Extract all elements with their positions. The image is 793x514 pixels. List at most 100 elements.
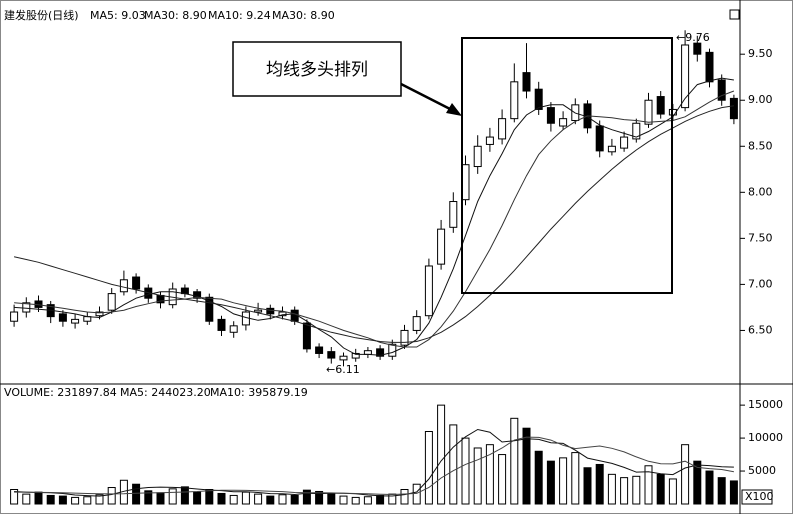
volume-bar xyxy=(10,489,19,505)
candle-body xyxy=(278,311,287,317)
y-tick-label: 8.50 xyxy=(748,139,773,152)
volume-bar xyxy=(485,444,494,505)
arrow-head xyxy=(446,103,462,116)
volume-bar xyxy=(315,490,324,505)
volume-bar xyxy=(180,486,189,505)
ma-line xyxy=(14,436,734,496)
volume-bar xyxy=(107,487,116,505)
volume-bar xyxy=(34,491,43,505)
candle-body xyxy=(327,351,336,359)
unit-box xyxy=(741,489,773,505)
legend-entry: MA5: 244023.20 xyxy=(120,386,211,399)
candle-body xyxy=(315,346,324,354)
volume-bar xyxy=(559,457,568,505)
volume-bar xyxy=(620,477,629,505)
candle-body xyxy=(620,136,629,149)
volume-bar xyxy=(95,494,104,505)
candle-body xyxy=(681,44,690,109)
candle-body xyxy=(95,311,104,317)
candle-body xyxy=(363,350,372,355)
volume-bar xyxy=(205,489,214,505)
volume-bar xyxy=(71,496,80,505)
volume-bar xyxy=(522,427,531,505)
candle-body xyxy=(400,329,409,346)
candle-body xyxy=(339,355,348,361)
candle-body xyxy=(302,322,311,350)
candle-body xyxy=(119,279,128,293)
volume-bar xyxy=(461,437,470,505)
candle-body xyxy=(107,293,116,311)
candle-body xyxy=(461,164,470,201)
candle-body xyxy=(607,145,616,153)
y-tick-label: 9.00 xyxy=(748,93,773,106)
volume-bar xyxy=(534,450,543,505)
y-tick-label: 15000 xyxy=(748,398,783,411)
candle-body xyxy=(22,302,31,313)
volume-bar xyxy=(266,495,275,505)
volume-bar xyxy=(254,493,263,505)
volume-bar xyxy=(278,494,287,505)
candle-body xyxy=(510,81,519,120)
volume-bar xyxy=(339,495,348,505)
candle-body xyxy=(632,122,641,140)
candle-body xyxy=(266,307,275,315)
candle-body xyxy=(83,316,92,322)
candle-body xyxy=(71,318,80,324)
volume-bar xyxy=(583,467,592,505)
volume-bar xyxy=(473,447,482,505)
volume-bar xyxy=(168,488,177,505)
candle-body xyxy=(693,42,702,55)
volume-bar xyxy=(498,454,507,505)
candle-body xyxy=(229,325,238,333)
volume-bar xyxy=(217,492,226,505)
candle-body xyxy=(595,125,604,152)
volume-bar xyxy=(656,473,665,505)
y-tick-label: 6.50 xyxy=(748,323,773,336)
callout-text: 均线多头排列 xyxy=(266,60,368,80)
candle-body xyxy=(376,348,385,357)
legend-entry: MA10: 395879.19 xyxy=(210,386,308,399)
volume-bar xyxy=(156,492,165,505)
volume-bar xyxy=(351,496,360,505)
volume-bar xyxy=(144,490,153,505)
volume-bar xyxy=(46,494,55,505)
volume-bar xyxy=(717,477,726,505)
volume-bar xyxy=(449,424,458,505)
volume-bar xyxy=(644,465,653,505)
ma-line xyxy=(14,77,734,356)
legend-entry: MA5: 9.03 xyxy=(90,9,146,22)
ma-line xyxy=(14,428,734,497)
candle-body xyxy=(412,316,421,331)
ma-line xyxy=(13,105,734,343)
volume-bar xyxy=(400,489,409,505)
volume-bar xyxy=(412,483,421,505)
candle-body xyxy=(58,313,67,322)
candle-body xyxy=(534,88,543,110)
volume-bar xyxy=(132,483,141,505)
candle-body xyxy=(437,228,446,265)
volume-title: VOLUME: 231897.84 xyxy=(4,386,117,399)
y-tick-label: 9.50 xyxy=(748,47,773,60)
volume-bar xyxy=(705,470,714,505)
y-tick-label: 10000 xyxy=(748,431,783,444)
candle-body xyxy=(705,51,714,83)
candle-body xyxy=(132,276,141,290)
volume-bar xyxy=(571,452,580,505)
highlight-box xyxy=(461,37,673,294)
candle-body xyxy=(644,99,653,125)
y-tick-label: 8.00 xyxy=(748,185,773,198)
volume-bar xyxy=(510,417,519,505)
candle-body xyxy=(717,79,726,101)
annotation: ←9.76 xyxy=(676,31,710,44)
unit-label: X100 xyxy=(745,490,774,503)
candle-body xyxy=(473,145,482,168)
candle-body xyxy=(522,72,531,92)
volume-bar xyxy=(376,494,385,505)
chart-title: 建发股份(日线) xyxy=(4,8,79,22)
volume-bar xyxy=(229,494,238,505)
callout-arrow xyxy=(400,82,453,112)
candle-body xyxy=(10,311,19,322)
candle-body xyxy=(729,97,738,120)
legend-entry: MA10: 9.24 xyxy=(208,9,271,22)
volume-bar xyxy=(58,495,67,505)
